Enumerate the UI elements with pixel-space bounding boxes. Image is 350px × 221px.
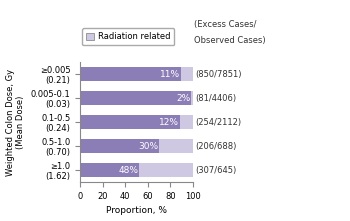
- Text: (Excess Cases/: (Excess Cases/: [194, 20, 257, 29]
- Text: 30%: 30%: [139, 142, 159, 151]
- Text: 2%: 2%: [176, 94, 190, 103]
- Text: Observed Cases): Observed Cases): [194, 36, 266, 45]
- Bar: [181, 67, 193, 81]
- Text: (850/7851): (850/7851): [195, 70, 241, 79]
- Bar: [159, 139, 193, 153]
- Text: 12%: 12%: [159, 118, 179, 127]
- Text: 48%: 48%: [118, 166, 138, 175]
- Bar: [139, 163, 193, 177]
- Bar: [80, 163, 193, 177]
- Text: 11%: 11%: [160, 70, 180, 79]
- Bar: [80, 91, 193, 105]
- Text: (307/645): (307/645): [195, 166, 236, 175]
- X-axis label: Proportion, %: Proportion, %: [106, 206, 167, 215]
- Bar: [191, 91, 193, 105]
- Bar: [180, 115, 193, 129]
- Text: (254/2112): (254/2112): [195, 118, 241, 127]
- Text: (206/688): (206/688): [195, 142, 236, 151]
- Bar: [80, 67, 193, 81]
- Text: (81/4406): (81/4406): [195, 94, 236, 103]
- Legend: Radiation related: Radiation related: [82, 28, 174, 45]
- Y-axis label: Weighted Colon Dose, Gy
(Mean Dose): Weighted Colon Dose, Gy (Mean Dose): [6, 69, 25, 176]
- Bar: [80, 115, 193, 129]
- Bar: [80, 139, 193, 153]
